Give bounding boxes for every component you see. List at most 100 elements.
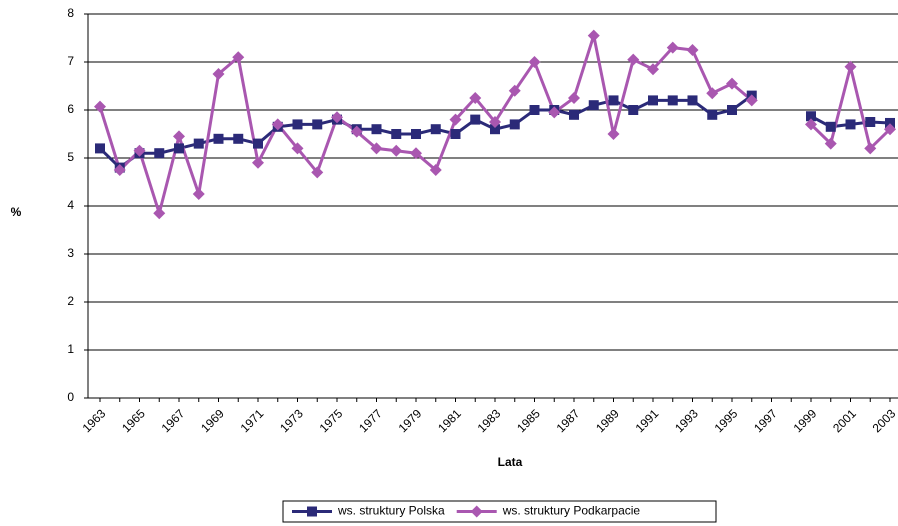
marker bbox=[885, 117, 895, 128]
marker bbox=[666, 41, 679, 54]
y-tick-label: 6 bbox=[67, 102, 74, 116]
marker bbox=[508, 84, 521, 97]
marker bbox=[174, 143, 184, 154]
legend-label: ws. struktury Polska bbox=[337, 504, 445, 518]
x-tick-label: 1963 bbox=[80, 406, 109, 435]
marker bbox=[865, 117, 876, 127]
y-tick-label: 5 bbox=[67, 150, 74, 164]
y-tick-label: 2 bbox=[67, 294, 74, 308]
marker bbox=[509, 119, 520, 130]
marker bbox=[311, 166, 324, 179]
marker bbox=[489, 116, 501, 128]
y-tick-label: 8 bbox=[67, 6, 74, 20]
x-tick-label: 1995 bbox=[712, 406, 741, 435]
marker bbox=[430, 124, 441, 135]
marker bbox=[667, 95, 678, 106]
marker bbox=[528, 56, 541, 68]
marker bbox=[391, 129, 402, 139]
marker bbox=[470, 505, 483, 518]
marker bbox=[745, 94, 758, 107]
marker bbox=[607, 128, 620, 140]
marker bbox=[429, 164, 442, 176]
marker bbox=[390, 144, 403, 157]
y-tick-label: 0 bbox=[67, 390, 74, 404]
marker bbox=[470, 114, 481, 125]
marker bbox=[153, 207, 166, 220]
marker bbox=[94, 100, 106, 113]
marker bbox=[95, 143, 105, 154]
x-tick-label: 1991 bbox=[633, 406, 662, 435]
x-tick-label: 1997 bbox=[751, 406, 780, 435]
x-tick-label: 1967 bbox=[159, 406, 188, 435]
x-tick-label: 1981 bbox=[435, 406, 464, 435]
y-tick-label: 3 bbox=[67, 246, 74, 260]
marker bbox=[307, 506, 317, 517]
marker bbox=[548, 106, 561, 119]
marker bbox=[410, 147, 422, 160]
x-tick-label: 1975 bbox=[317, 406, 346, 435]
x-tick-label: 1983 bbox=[475, 406, 504, 435]
marker bbox=[450, 129, 461, 139]
marker bbox=[331, 111, 343, 124]
y-tick-label: 4 bbox=[67, 198, 74, 212]
marker bbox=[587, 29, 600, 42]
marker bbox=[686, 44, 699, 56]
y-tick-label: 7 bbox=[67, 54, 74, 68]
marker bbox=[193, 138, 204, 149]
x-tick-label: 1985 bbox=[514, 406, 543, 435]
marker bbox=[449, 113, 462, 126]
marker bbox=[212, 68, 225, 80]
marker bbox=[529, 105, 540, 115]
marker bbox=[233, 133, 244, 144]
marker bbox=[411, 129, 421, 139]
x-tick-label: 1969 bbox=[198, 406, 227, 435]
marker bbox=[213, 133, 224, 144]
marker bbox=[154, 148, 165, 159]
marker bbox=[469, 92, 482, 104]
marker bbox=[805, 118, 817, 131]
x-tick-label: 2001 bbox=[830, 406, 859, 435]
x-axis-label: Lata bbox=[498, 455, 523, 469]
marker bbox=[588, 100, 599, 111]
x-tick-label: 1993 bbox=[672, 406, 701, 435]
marker bbox=[192, 188, 205, 200]
marker bbox=[706, 87, 719, 100]
marker bbox=[371, 124, 382, 135]
marker bbox=[252, 156, 264, 169]
x-tick-label: 1977 bbox=[356, 406, 385, 435]
marker bbox=[726, 77, 738, 90]
marker bbox=[628, 105, 639, 115]
y-axis-label: % bbox=[11, 205, 22, 219]
x-tick-label: 1999 bbox=[791, 406, 820, 435]
x-tick-label: 1979 bbox=[396, 406, 425, 435]
marker bbox=[844, 60, 857, 73]
marker bbox=[292, 119, 303, 130]
marker bbox=[687, 95, 698, 106]
marker bbox=[173, 130, 185, 143]
marker bbox=[568, 92, 580, 104]
marker bbox=[490, 124, 500, 135]
legend-box bbox=[282, 500, 717, 523]
marker bbox=[727, 105, 737, 115]
marker bbox=[824, 137, 837, 150]
marker bbox=[864, 142, 877, 155]
x-tick-label: 1989 bbox=[593, 406, 622, 435]
marker bbox=[232, 51, 245, 64]
marker bbox=[350, 125, 363, 138]
x-tick-label: 1971 bbox=[238, 406, 267, 435]
x-tick-label: 2003 bbox=[870, 406, 898, 435]
marker bbox=[845, 119, 856, 130]
x-tick-label: 1987 bbox=[554, 406, 583, 435]
marker bbox=[113, 164, 126, 176]
marker bbox=[707, 109, 718, 120]
marker bbox=[825, 121, 836, 132]
marker bbox=[291, 142, 304, 155]
x-tick-label: 1973 bbox=[277, 406, 306, 435]
marker bbox=[253, 138, 263, 149]
marker bbox=[133, 144, 146, 157]
marker bbox=[370, 142, 383, 155]
marker bbox=[569, 109, 579, 120]
x-tick-label: 1965 bbox=[119, 406, 148, 435]
marker bbox=[627, 53, 640, 66]
